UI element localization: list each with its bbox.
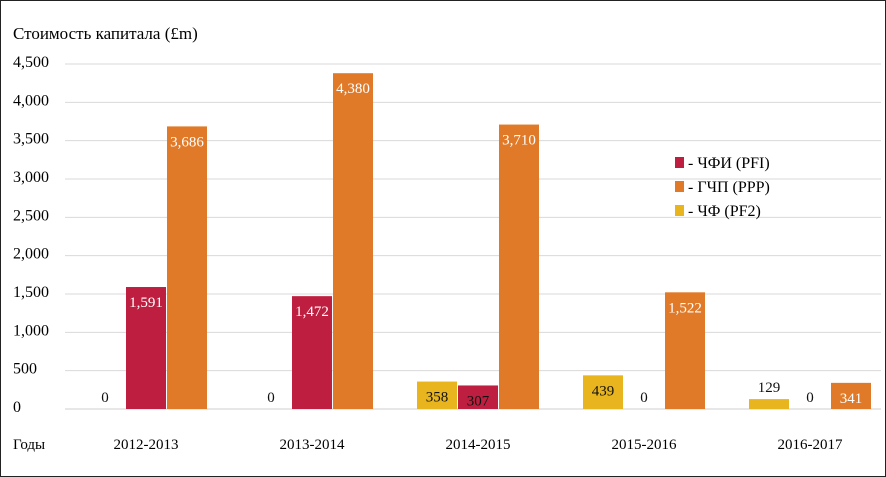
legend-label: - ГЧП (PPP): [688, 179, 770, 196]
data-label: 0: [101, 390, 109, 406]
y-tick-label: 1,000: [13, 322, 49, 339]
bar: [333, 73, 373, 409]
y-tick-label: 3,000: [13, 169, 49, 186]
bar: [749, 399, 789, 409]
data-label: 3,710: [502, 133, 536, 149]
data-label: 1,472: [295, 304, 329, 320]
data-label: 0: [640, 390, 648, 406]
data-label: 358: [426, 390, 449, 406]
legend-swatch: [675, 205, 684, 216]
y-tick-label: 2,500: [13, 207, 49, 224]
data-label: 0: [267, 390, 275, 406]
y-tick-label: 4,000: [13, 92, 49, 109]
y-tick-label: 4,500: [13, 54, 49, 71]
bar: [126, 287, 166, 409]
x-tick-label: 2014-2015: [446, 437, 511, 453]
y-tick-label: 500: [13, 361, 37, 378]
data-label: 1,522: [668, 300, 702, 316]
bar: [499, 124, 539, 410]
y-tick-label: 3,500: [13, 131, 49, 148]
bar: [831, 382, 871, 409]
y-tick-label: 0: [13, 399, 21, 416]
x-tick-label: 2016-2017: [778, 437, 843, 453]
legend-swatch: [675, 157, 684, 168]
data-label: 341: [840, 391, 863, 407]
bar: [417, 381, 457, 409]
x-axis-label: Годы: [13, 437, 45, 453]
data-label: 3,686: [170, 134, 204, 150]
bar: [167, 126, 207, 409]
chart-title: Стоимость капитала (£m): [13, 24, 198, 43]
bar: [665, 292, 705, 409]
data-label: 129: [758, 380, 781, 396]
legend-label: - ЧФИ (PFI): [688, 155, 770, 172]
data-label: 1,591: [129, 295, 163, 311]
data-label: 0: [806, 390, 814, 406]
legend-swatch: [675, 181, 684, 192]
legend-label: - ЧФ (PF2): [688, 203, 761, 220]
y-tick-label: 1,500: [13, 284, 49, 301]
data-label: 4,380: [336, 81, 370, 97]
y-tick-label: 2,000: [13, 246, 49, 263]
x-tick-label: 2012-2013: [114, 437, 179, 453]
x-tick-label: 2013-2014: [280, 437, 345, 453]
bar: [292, 296, 332, 409]
data-label: 439: [592, 383, 615, 399]
data-label: 307: [467, 393, 490, 409]
x-tick-label: 2015-2016: [612, 437, 677, 453]
bar: [458, 385, 498, 409]
bar: [583, 375, 623, 409]
